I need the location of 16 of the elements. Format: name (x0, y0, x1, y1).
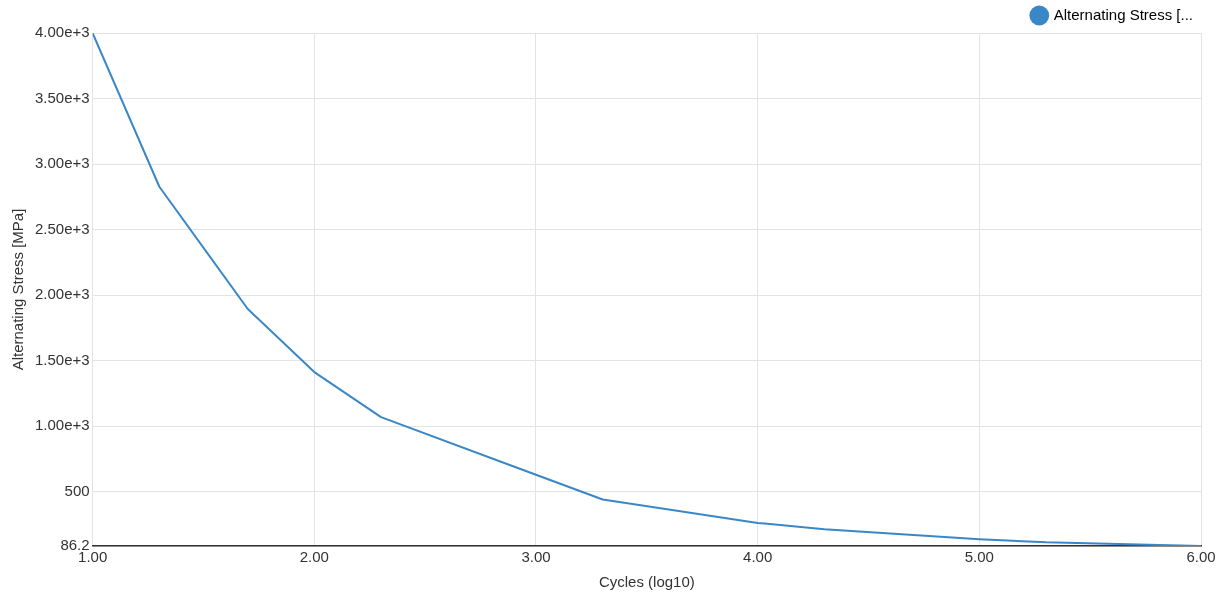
x-axis-title: Cycles (log10) (598, 573, 695, 591)
y-tick-label: 4.00e+3 (35, 23, 90, 41)
x-tick-label: 5.00 (964, 548, 994, 566)
x-tick-label: 6.00 (1186, 548, 1216, 566)
x-tick-label: 2.00 (299, 548, 329, 566)
x-tick-label: 3.00 (521, 548, 551, 566)
y-tick-label: 500 (64, 481, 90, 499)
y-tick-label: 3.00e+3 (35, 154, 90, 172)
y-tick-label: 1.50e+3 (35, 350, 90, 368)
y-tick-label: 2.00e+3 (35, 285, 90, 303)
y-tick-label: 2.50e+3 (35, 219, 90, 237)
y-tick-label: 1.00e+3 (35, 416, 90, 434)
y-axis-title: Alternating Stress [MPa] (9, 208, 27, 371)
x-tick-label: 4.00 (743, 548, 773, 566)
y-tick-label: 3.50e+3 (35, 88, 90, 106)
legend-label: Alternating Stress [... (1053, 5, 1194, 23)
